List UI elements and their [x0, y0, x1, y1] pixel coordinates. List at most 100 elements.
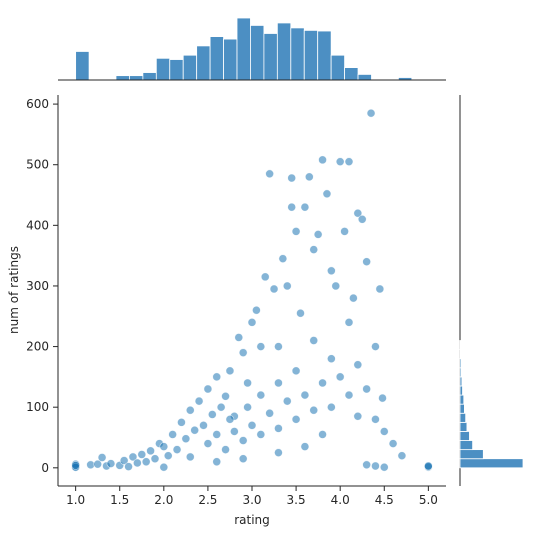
scatter-point — [362, 460, 371, 470]
scatter-point — [234, 333, 244, 342]
marginal-y-bar — [459, 440, 474, 451]
scatter-point — [331, 281, 341, 291]
scatter-point — [322, 189, 332, 199]
x-tick-label: 3.0 — [242, 493, 261, 507]
scatter-point — [163, 451, 173, 460]
scatter-point — [309, 336, 319, 345]
marginal-x-bar — [276, 22, 292, 81]
scatter-point — [371, 461, 380, 471]
scatter-point — [212, 430, 222, 439]
scatter-point — [371, 342, 380, 351]
y-tick-label: 200 — [26, 340, 49, 354]
scatter-point — [344, 157, 354, 166]
scatter-point — [238, 436, 248, 445]
scatter-point — [278, 254, 288, 263]
scatter-point — [362, 257, 371, 267]
scatter-point — [247, 318, 257, 327]
scatter-point — [93, 459, 102, 469]
scatter-point — [208, 410, 217, 419]
scatter-point — [172, 445, 182, 454]
scatter-point — [243, 378, 252, 388]
scatter-point — [309, 405, 319, 415]
scatter-point — [269, 284, 279, 294]
scatter-point — [300, 442, 310, 451]
marginal-x-bar — [263, 33, 278, 81]
scatter-point — [124, 462, 133, 471]
scatter-point — [137, 450, 147, 459]
scatter-point — [133, 458, 142, 468]
marginal-x-bar — [344, 67, 359, 81]
x-ticks: 1.0 1.5 2.0 2.5 3.0 3.5 4.0 4.5 5.0 — [66, 486, 438, 507]
scatter-point — [238, 454, 248, 464]
scatter-point — [357, 214, 367, 224]
y-tick-label: 0 — [41, 461, 49, 475]
scatter-point — [371, 415, 380, 424]
marginal-y-bar — [459, 421, 468, 432]
scatter-point — [300, 202, 310, 212]
x-tick-label: 1.0 — [66, 493, 85, 507]
scatter-point — [260, 272, 270, 282]
scatter-point — [375, 284, 385, 294]
scatter-point — [256, 390, 266, 400]
x-tick-label: 4.5 — [375, 493, 394, 507]
scatter-point — [238, 348, 248, 357]
marginal-x-bar — [115, 75, 130, 81]
scatter-point — [256, 342, 266, 351]
y-tick-label: 600 — [26, 97, 49, 111]
scatter-point — [265, 408, 274, 418]
scatter-point — [287, 173, 296, 183]
marginal-y-bar — [459, 358, 462, 369]
scatter-point — [340, 227, 349, 236]
scatter-point — [177, 418, 186, 427]
marginal-x-bar — [317, 30, 332, 81]
scatter-point — [212, 457, 222, 467]
marginal-y-bar — [459, 367, 462, 378]
marginal-x-bar — [182, 54, 198, 81]
x-tick-label: 5.0 — [419, 493, 438, 507]
marginal-x-bar — [155, 57, 171, 81]
marginal-y-bar — [459, 340, 462, 351]
scatter-point — [379, 462, 389, 472]
marginal-y-bar — [459, 376, 463, 387]
scatter-point — [296, 308, 305, 318]
scatter-point — [150, 454, 160, 464]
scatter-point — [344, 318, 354, 327]
scatter-point — [282, 281, 292, 291]
marginal-x-bar — [223, 38, 238, 81]
scatter-point — [190, 425, 199, 435]
marginal-x-bar — [142, 72, 157, 81]
scatter-point — [353, 360, 363, 370]
marginal-x-bar — [330, 54, 345, 81]
marginal-x-bar — [290, 27, 305, 81]
scatter-point — [282, 396, 292, 406]
scatter-point — [194, 396, 204, 406]
marginal-x-bar — [75, 51, 90, 81]
scatter-point — [71, 461, 80, 470]
marginal-y-bar — [459, 431, 470, 441]
scatter-point — [181, 434, 191, 444]
scatter-point — [265, 169, 274, 179]
scatter-point — [335, 157, 345, 166]
scatter-point — [318, 155, 327, 165]
scatter-point — [327, 354, 336, 364]
y-tick-label: 300 — [26, 279, 49, 293]
scatter-point — [397, 451, 407, 460]
x-tick-label: 2.5 — [198, 493, 217, 507]
scatter-point — [141, 457, 151, 467]
scatter-point — [212, 372, 222, 382]
scatter-point — [313, 230, 323, 239]
scatter-point — [424, 461, 433, 471]
scatter-point — [344, 390, 354, 400]
y-axis-label: num of ratings — [7, 246, 21, 334]
marginal-x-bar — [303, 29, 319, 81]
scatter-point — [199, 421, 208, 430]
x-tick-label: 3.5 — [287, 493, 306, 507]
scatter-point — [378, 393, 387, 403]
marginal-y-bar — [459, 449, 484, 460]
x-tick-label: 4.0 — [331, 493, 350, 507]
marginal-y-bar — [459, 458, 524, 469]
scatter-point — [185, 405, 195, 415]
scatter-point — [146, 446, 155, 456]
scatter-point — [349, 293, 358, 303]
